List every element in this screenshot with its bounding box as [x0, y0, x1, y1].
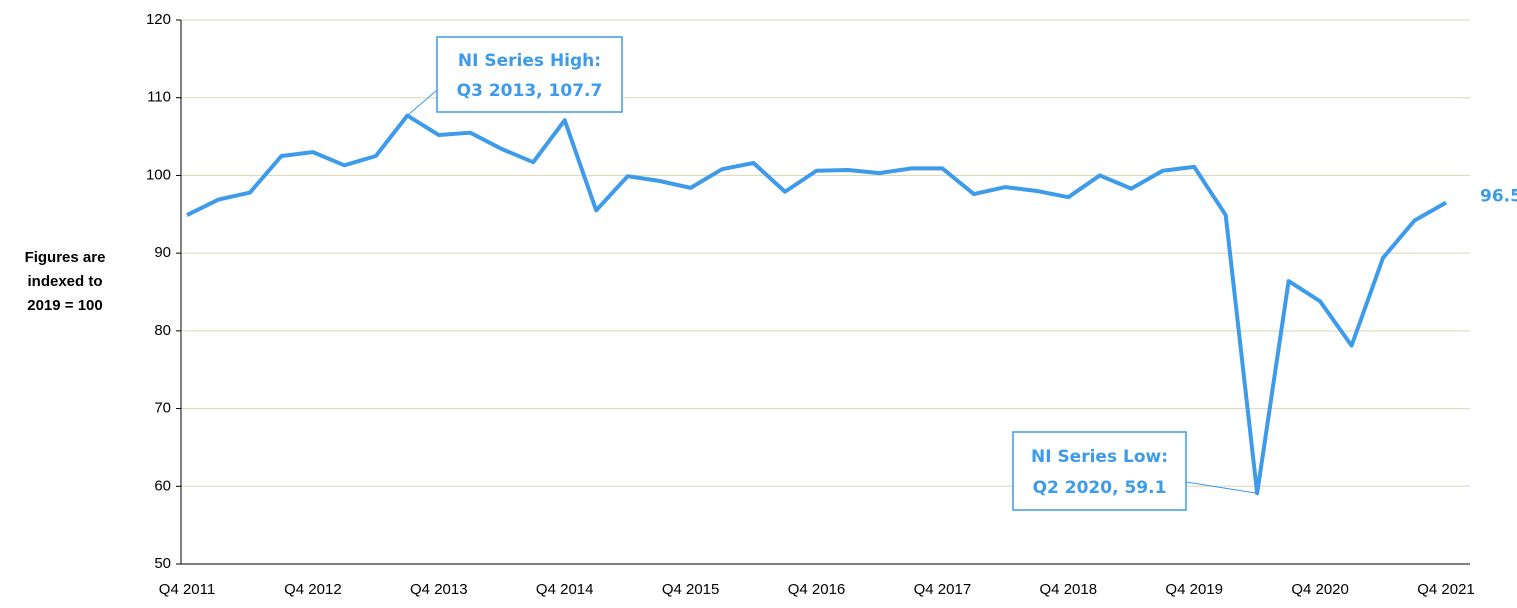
x-tick-label: Q4 2018 [1040, 581, 1098, 598]
x-tick-label: Q4 2020 [1291, 581, 1349, 598]
x-tick-label: Q4 2014 [536, 581, 594, 598]
x-tick-label: Q4 2012 [284, 581, 342, 598]
y-tick-label: 80 [154, 322, 171, 339]
y-tick-label: 50 [154, 555, 171, 572]
y-axis-label: Figures are indexed to 2019 = 100 [25, 249, 106, 314]
x-tick-label: Q4 2021 [1417, 581, 1475, 598]
y-label-line: 2019 = 100 [27, 297, 103, 314]
y-tick-label: 110 [147, 89, 171, 106]
y-tick-label: 70 [154, 400, 171, 417]
y-tick-label: 90 [154, 244, 171, 261]
annotation-text: NI Series High: [458, 51, 601, 71]
annotation-box [436, 36, 623, 113]
x-tick-label: Q4 2016 [788, 581, 846, 598]
annotation-text: Q2 2020, 59.1 [1033, 478, 1167, 498]
y-label-line: indexed to [27, 273, 102, 290]
annotation-pointer [1185, 481, 1258, 494]
end-value-label: 96.5 [1480, 187, 1517, 207]
x-tick-label: Q4 2019 [1165, 581, 1223, 598]
annotation-text: Q3 2013, 107.7 [457, 81, 603, 101]
y-label-line: Figures are [25, 249, 106, 266]
annotation-pointer [406, 89, 438, 116]
x-tick-label: Q4 2015 [662, 581, 720, 598]
x-tick-label: Q4 2017 [914, 581, 972, 598]
annotation-text: NI Series Low: [1031, 447, 1168, 467]
y-tick-label: 120 [146, 11, 171, 28]
annotation-box [1012, 431, 1187, 511]
data-line [186, 113, 1447, 496]
y-tick-label: 60 [154, 477, 171, 494]
y-tick-label: 100 [146, 166, 171, 183]
x-tick-label: Q4 2013 [410, 581, 468, 598]
x-tick-label: Q4 2011 [159, 581, 215, 598]
